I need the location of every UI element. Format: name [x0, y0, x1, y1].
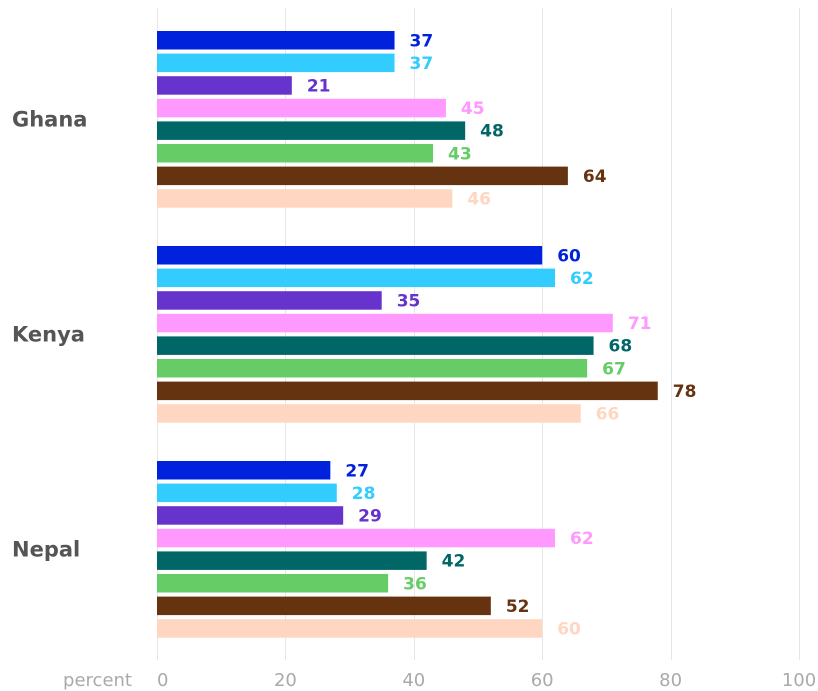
bar — [157, 528, 556, 548]
data-label: 68 — [609, 337, 633, 357]
data-label: 21 — [307, 76, 331, 96]
bar — [157, 144, 434, 163]
data-label: 46 — [467, 189, 491, 209]
x-tick-label: 20 — [274, 670, 297, 691]
bar — [157, 461, 331, 480]
data-label: 42 — [442, 552, 466, 572]
bar — [157, 246, 543, 265]
bar — [157, 31, 395, 50]
data-label: 67 — [602, 359, 626, 379]
x-tick-label: 40 — [402, 670, 425, 691]
data-label: 64 — [583, 167, 607, 187]
data-label: 60 — [557, 246, 581, 266]
bar — [157, 291, 382, 310]
data-label: 66 — [596, 404, 620, 424]
data-label: 36 — [403, 574, 427, 594]
bar — [157, 336, 594, 355]
bar — [157, 53, 395, 73]
x-axis-title: percent — [63, 670, 132, 691]
bar — [157, 404, 581, 423]
x-tick-label: 0 — [157, 670, 168, 691]
bar — [157, 506, 344, 525]
bar — [157, 551, 427, 570]
data-label: 29 — [358, 506, 382, 526]
data-label: 62 — [570, 529, 594, 549]
data-label: 45 — [461, 99, 485, 119]
data-label: 62 — [570, 269, 594, 289]
x-tick-label: 80 — [659, 670, 682, 691]
data-label: 37 — [410, 31, 434, 51]
data-label: 71 — [628, 314, 652, 334]
category-labels: Ghana Kenya Nepal — [12, 107, 87, 561]
x-axis: percent 0 20 40 60 80 100 — [63, 670, 816, 691]
data-label: 60 — [557, 619, 581, 639]
bar — [157, 359, 588, 378]
bar — [157, 596, 491, 616]
category-label: Ghana — [12, 107, 87, 131]
x-tick-label: 60 — [531, 670, 554, 691]
category-label: Nepal — [12, 537, 80, 561]
bar — [157, 619, 543, 638]
data-label: 28 — [352, 484, 376, 504]
bar — [157, 189, 453, 208]
bar — [157, 381, 658, 401]
category-label: Kenya — [12, 322, 85, 346]
bar — [157, 121, 466, 140]
data-label: 48 — [480, 122, 504, 142]
bars — [157, 31, 658, 638]
data-label: 27 — [345, 461, 369, 481]
x-tick-label: 100 — [782, 670, 816, 691]
bar — [157, 313, 613, 333]
data-label: 35 — [397, 291, 421, 311]
bar — [157, 76, 292, 95]
bar — [157, 483, 337, 503]
bar — [157, 166, 568, 186]
bar — [157, 268, 556, 288]
bar — [157, 98, 446, 118]
data-label: 37 — [410, 54, 434, 74]
data-label: 52 — [506, 597, 530, 617]
data-label: 43 — [448, 144, 472, 164]
data-label: 78 — [673, 382, 697, 402]
bar — [157, 574, 389, 593]
